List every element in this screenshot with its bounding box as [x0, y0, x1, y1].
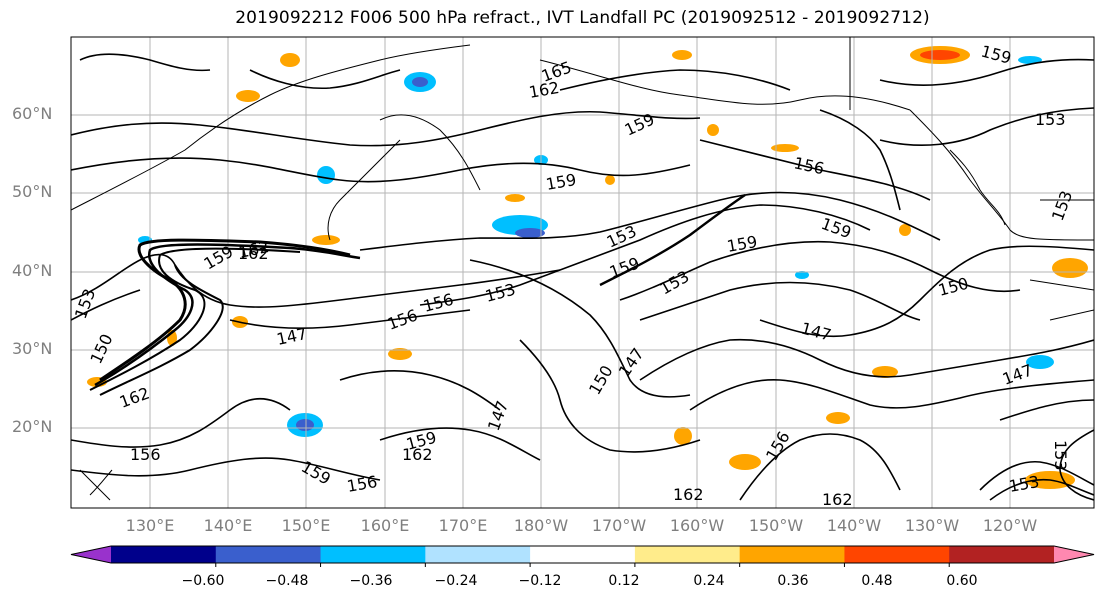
shade-blob [771, 144, 799, 152]
map-frame [70, 36, 1095, 509]
shade-blob [674, 427, 692, 445]
lat-label: 30°N [12, 339, 53, 358]
shade-blob [505, 194, 525, 202]
lon-label: 170°E [438, 516, 488, 535]
lat-label: 20°N [12, 417, 53, 436]
lat-label: 50°N [12, 182, 53, 201]
shade-blob [605, 175, 615, 185]
lon-label: 120°W [982, 516, 1038, 535]
contour-label: 162 [673, 485, 704, 504]
lon-label: 180°W [513, 516, 569, 535]
colorbar-tick-label: −0.36 [349, 573, 393, 589]
lat-label: 40°N [12, 261, 53, 280]
shade-blob [312, 235, 340, 245]
shade-blob [236, 90, 260, 102]
contour-label: 162 [822, 490, 853, 509]
lon-label: 150°W [748, 516, 804, 535]
colorbar-extension-max [1054, 546, 1094, 563]
contour-lines [71, 53, 1094, 501]
shade-blob [707, 124, 719, 136]
colorbar-tick-label: −0.12 [518, 573, 562, 589]
shade-blob [795, 271, 809, 279]
colorbar-outline [70, 545, 1095, 564]
chart-title: 2019092212 F006 500 hPa refract., IVT La… [235, 8, 930, 28]
colorbar-extension-min [71, 546, 111, 563]
shade-blob [388, 348, 412, 360]
colorbar-segment [425, 546, 531, 563]
lon-label: 140°E [203, 516, 253, 535]
lon-label: 140°W [826, 516, 882, 535]
contour-label: 153 [1051, 440, 1070, 471]
colorbar-segment [320, 546, 426, 563]
lon-label: 130°W [904, 516, 960, 535]
contour-label: 162 [238, 244, 269, 263]
gridlines [71, 37, 1094, 508]
lon-label: 150°E [281, 516, 331, 535]
shade-blob [280, 53, 300, 67]
colorbar-tick-label: −0.48 [265, 573, 309, 589]
colorbar-tick-label: 0.48 [861, 573, 893, 589]
colorbar-segment [949, 546, 1055, 563]
lat-label: 60°N [12, 104, 53, 123]
shade-blob [1026, 355, 1054, 369]
colorbar-segment [215, 546, 322, 563]
colorbar-segment [739, 546, 845, 563]
coastlines [71, 37, 1094, 501]
shade-blob [1018, 56, 1042, 64]
colorbar-segment [634, 546, 741, 563]
lon-label: 160°E [360, 516, 410, 535]
lon-label: 130°E [125, 516, 175, 535]
shade-blob [412, 77, 428, 87]
shade-blob [729, 454, 761, 470]
contour-label: 162 [402, 445, 433, 464]
shade-blob [1052, 258, 1088, 278]
lon-label: 160°W [669, 516, 725, 535]
shade-blob [920, 50, 960, 60]
shade-blob [872, 366, 898, 378]
colorbar-tick-label: 0.60 [946, 573, 978, 589]
colorbar-tick-label: −0.60 [181, 573, 225, 589]
colorbar-tick-label: 0.12 [608, 573, 640, 589]
colorbar-segment [111, 546, 217, 563]
shade-blob [899, 224, 911, 236]
colorbar-tick-label: 0.24 [693, 573, 725, 589]
contour-label: 156 [130, 445, 161, 464]
lon-label: 170°W [591, 516, 647, 535]
colorbar-tick-label: 0.36 [777, 573, 809, 589]
colorbar-segment [530, 546, 636, 563]
shade-blob [672, 50, 692, 60]
colorbar [70, 545, 1095, 567]
shade-blob [317, 166, 335, 184]
shade-blob [515, 228, 545, 238]
colorbar-tick-label: −0.24 [434, 573, 478, 589]
contour-label: 153 [1035, 110, 1066, 129]
colorbar-segment [844, 546, 950, 563]
shade-blob [826, 412, 850, 424]
shade-blob [296, 419, 314, 431]
